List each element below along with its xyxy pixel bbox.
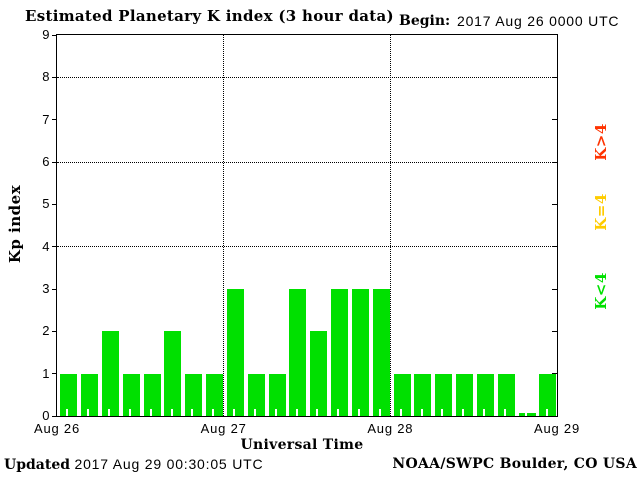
x-day-label: Aug 27 <box>200 421 247 436</box>
kp-bar <box>351 289 369 416</box>
bar-tick-notch <box>66 409 69 416</box>
bar-tick-notch <box>358 409 361 416</box>
y-tick-label: 2 <box>42 323 50 339</box>
y-left-tick <box>52 34 56 36</box>
kp-bar <box>289 289 307 416</box>
y-tick-label: 1 <box>42 365 50 381</box>
y-left-tick <box>52 330 56 332</box>
kp-bar <box>435 373 453 416</box>
bar-tick-notch <box>128 409 131 416</box>
y-tick-label: 5 <box>42 196 50 212</box>
bar-tick-notch <box>503 409 506 416</box>
y-tick-label: 0 <box>42 408 50 423</box>
y-right-tick <box>552 161 557 163</box>
y-tick-label: 8 <box>42 69 50 85</box>
bar-tick-notch <box>524 409 527 416</box>
x-axis-title: Universal Time <box>240 437 364 453</box>
begin-value: 2017 Aug 26 0000 UTC <box>457 13 620 29</box>
bar-tick-notch <box>420 409 423 416</box>
bar-tick-notch <box>545 409 548 416</box>
bar-tick-notch <box>462 409 465 416</box>
y-left-tick <box>52 203 56 205</box>
bar-tick-notch <box>170 409 173 416</box>
bar-tick-notch <box>149 409 152 416</box>
kp-bar <box>101 331 119 416</box>
gridline-kp-6 <box>57 161 557 163</box>
y-tick-label: 3 <box>42 281 50 296</box>
kp-bar <box>539 373 557 416</box>
bar-tick-notch <box>274 409 277 416</box>
kp-bar <box>372 289 390 416</box>
kp-bar <box>60 373 78 416</box>
y-left-tick <box>52 76 56 78</box>
kp-bar <box>518 413 536 416</box>
y-tick-label: 6 <box>42 154 50 169</box>
bar-tick-notch <box>212 409 215 416</box>
legend-label-k-gt-4: K>4 <box>592 123 610 161</box>
y-left-tick <box>52 373 56 375</box>
gridline-kp-4 <box>57 246 557 248</box>
x-day-label: Aug 29 <box>533 421 581 436</box>
y-right-tick <box>552 76 557 78</box>
bar-tick-notch <box>337 409 340 416</box>
kp-bar <box>476 373 494 416</box>
kp-bar <box>414 373 432 416</box>
y-left-tick <box>52 161 56 163</box>
kp-bar <box>497 373 515 416</box>
y-right-tick <box>552 246 557 248</box>
bar-tick-notch <box>233 409 236 416</box>
kp-bar <box>331 289 349 416</box>
y-right-tick <box>552 203 557 205</box>
legend-label-k-eq-4: K=4 <box>592 193 610 231</box>
y-right-tick <box>552 373 557 375</box>
updated-value: 2017 Aug 29 00:30:05 UTC <box>74 456 264 472</box>
kp-bar <box>122 373 140 416</box>
y-left-tick <box>52 288 56 290</box>
legend-label-k-lt-4: K<4 <box>592 272 610 310</box>
plot-area <box>57 35 557 416</box>
kp-bar <box>268 373 286 416</box>
kp-bar <box>393 373 411 416</box>
begin-label: Begin: <box>399 13 451 29</box>
y-tick-label: 9 <box>42 27 50 42</box>
y-left-tick <box>52 246 56 248</box>
bar-tick-notch <box>108 409 111 416</box>
x-day-label: Aug 28 <box>367 421 414 436</box>
y-right-tick <box>552 330 557 332</box>
y-tick-label: 7 <box>42 111 50 127</box>
bar-tick-notch <box>378 409 381 416</box>
bar-tick-notch <box>87 409 90 416</box>
gridline-kp-8 <box>57 76 557 78</box>
bar-tick-notch <box>295 409 298 416</box>
bar-tick-notch <box>253 409 256 416</box>
kp-bar <box>310 331 328 416</box>
bar-tick-notch <box>399 409 402 416</box>
bar-tick-notch <box>316 409 319 416</box>
plot-frame <box>56 34 558 417</box>
kp-bar <box>185 373 203 416</box>
kp-bar <box>247 373 265 416</box>
updated-timestamp: Updated 2017 Aug 29 00:30:05 UTC <box>4 456 263 473</box>
source-attribution: NOAA/SWPC Boulder, CO USA <box>392 456 637 472</box>
y-right-tick <box>552 119 557 121</box>
kp-bar <box>81 373 99 416</box>
day-boundary-line <box>389 35 391 416</box>
updated-label: Updated <box>4 457 71 473</box>
bar-tick-notch <box>191 409 194 416</box>
day-boundary-line <box>223 35 225 416</box>
kp-bar <box>143 373 161 416</box>
y-tick-label: 4 <box>42 238 50 254</box>
kp-bar <box>206 373 224 416</box>
y-left-tick <box>52 415 56 417</box>
y-left-tick <box>52 119 56 121</box>
chart-title: Estimated Planetary K index (3 hour data… <box>25 7 394 25</box>
bar-tick-notch <box>441 409 444 416</box>
bar-tick-notch <box>483 409 486 416</box>
kp-bar <box>456 373 474 416</box>
kp-bar <box>164 331 182 416</box>
y-right-tick <box>552 288 557 290</box>
x-day-label: Aug 26 <box>33 421 81 436</box>
kp-bar <box>226 289 244 416</box>
